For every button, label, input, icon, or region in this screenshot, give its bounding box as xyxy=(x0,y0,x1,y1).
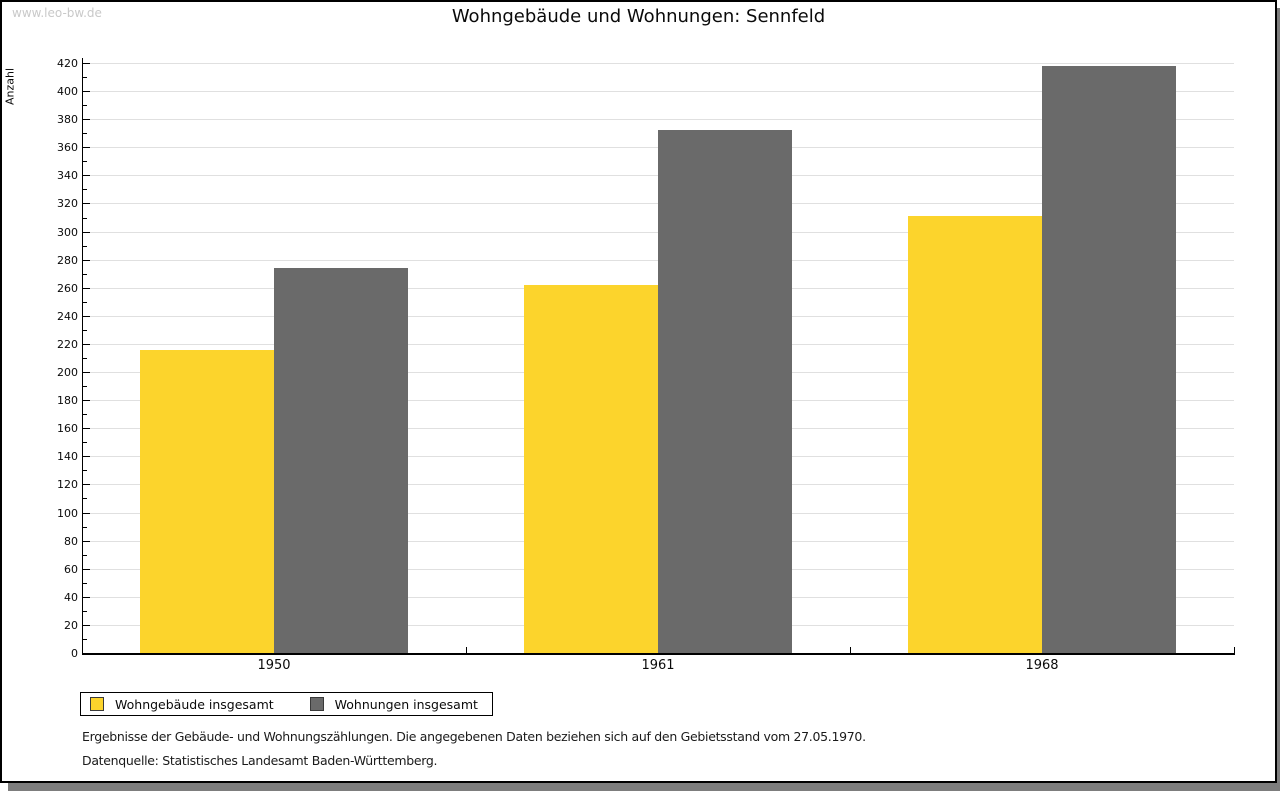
footnote-data-source: Datenquelle: Statistisches Landesamt Bad… xyxy=(82,753,438,768)
y-axis-tick-label: 340 xyxy=(57,169,78,182)
y-axis-major-tick xyxy=(83,119,90,120)
y-axis-tick-label: 40 xyxy=(64,591,78,604)
y-axis-tick-label: 380 xyxy=(57,113,78,126)
y-axis-minor-tick xyxy=(83,77,87,78)
legend-item-wohngebaeude: Wohngebäude insgesamt xyxy=(90,697,274,712)
y-axis-major-tick xyxy=(83,260,90,261)
legend-item-wohnungen: Wohnungen insgesamt xyxy=(309,696,478,712)
y-axis-minor-tick xyxy=(83,133,87,134)
y-axis-tick-label: 160 xyxy=(57,422,78,435)
y-axis-tick-label: 20 xyxy=(64,619,78,632)
y-axis-minor-tick xyxy=(83,583,87,584)
x-axis-boundary-tick xyxy=(850,647,851,654)
y-axis-tick-label: 100 xyxy=(57,507,78,520)
y-axis-major-tick xyxy=(83,63,90,64)
bar-wohnungen-1968 xyxy=(1042,66,1176,653)
y-axis-tick-label: 280 xyxy=(57,254,78,267)
bar-wohnungen-1950 xyxy=(274,268,408,653)
y-axis-major-tick xyxy=(83,203,90,204)
y-axis-line xyxy=(82,58,83,655)
y-axis-major-tick xyxy=(83,597,90,598)
x-axis-category-label: 1968 xyxy=(1025,658,1059,673)
y-axis-minor-tick xyxy=(83,189,87,190)
y-axis-tick-label: 400 xyxy=(57,85,78,98)
y-axis-tick-label: 180 xyxy=(57,394,78,407)
legend-swatch-gray-icon xyxy=(309,697,324,711)
y-axis-tick-label: 360 xyxy=(57,141,78,154)
y-axis-major-tick xyxy=(83,288,90,289)
y-axis-minor-tick xyxy=(83,498,87,499)
y-axis-tick-label: 240 xyxy=(57,310,78,323)
y-axis-major-tick xyxy=(83,175,90,176)
y-axis-minor-tick xyxy=(83,161,87,162)
x-axis-end-tick xyxy=(1234,647,1235,654)
y-axis-minor-tick xyxy=(83,358,87,359)
y-axis-major-tick xyxy=(83,232,90,233)
x-axis-boundary-tick xyxy=(466,647,467,654)
y-axis-minor-tick xyxy=(83,302,87,303)
y-axis-minor-tick xyxy=(83,246,87,247)
gridline xyxy=(83,91,1234,92)
x-axis-line xyxy=(82,653,1235,655)
y-axis-minor-tick xyxy=(83,470,87,471)
bar-wohngebaeude-1968 xyxy=(908,216,1042,653)
y-axis-tick-label: 0 xyxy=(71,647,78,660)
y-axis-minor-tick xyxy=(83,639,87,640)
bar-wohngebaeude-1961 xyxy=(524,285,658,653)
y-axis-tick-label: 260 xyxy=(57,282,78,295)
x-axis-category-label: 1950 xyxy=(257,658,291,673)
y-axis-major-tick xyxy=(83,569,90,570)
y-axis-major-tick xyxy=(83,625,90,626)
y-axis-tick-label: 80 xyxy=(64,535,78,548)
y-axis-minor-tick xyxy=(83,105,87,106)
y-axis-major-tick xyxy=(83,541,90,542)
y-axis-tick-label: 60 xyxy=(64,563,78,576)
y-axis-tick-label: 200 xyxy=(57,366,78,379)
y-axis-major-tick xyxy=(83,344,90,345)
y-axis-minor-tick xyxy=(83,218,87,219)
chart-title: Wohngebäude und Wohnungen: Sennfeld xyxy=(451,6,826,27)
y-axis-major-tick xyxy=(83,400,90,401)
y-axis-minor-tick xyxy=(83,555,87,556)
bar-wohngebaeude-1950 xyxy=(140,350,274,653)
legend-swatch-yellow-icon xyxy=(90,697,104,711)
y-axis-minor-tick xyxy=(83,442,87,443)
legend-label: Wohnungen insgesamt xyxy=(334,696,478,712)
y-axis-major-tick xyxy=(83,91,90,92)
gridline xyxy=(83,63,1234,64)
y-axis-major-tick xyxy=(83,456,90,457)
y-axis-major-tick xyxy=(83,484,90,485)
y-axis-tick-label: 140 xyxy=(57,450,78,463)
x-axis-category-label: 1961 xyxy=(641,658,675,673)
y-axis-minor-tick xyxy=(83,330,87,331)
y-axis-minor-tick xyxy=(83,414,87,415)
y-axis-tick-label: 420 xyxy=(57,57,78,70)
y-axis-title: Anzahl xyxy=(3,67,17,106)
y-axis-major-tick xyxy=(83,147,90,148)
y-axis-major-tick xyxy=(83,372,90,373)
bar-wohnungen-1961 xyxy=(658,130,792,653)
legend-label: Wohngebäude insgesamt xyxy=(115,696,274,712)
watermark: www.leo-bw.de xyxy=(12,6,102,20)
footnote-source-note: Ergebnisse der Gebäude- und Wohnungszähl… xyxy=(82,729,866,744)
y-axis-tick-label: 120 xyxy=(57,478,78,491)
y-axis-tick-label: 320 xyxy=(57,197,78,210)
y-axis-major-tick xyxy=(83,428,90,429)
y-axis-tick-label: 220 xyxy=(57,338,78,351)
y-axis-major-tick xyxy=(83,316,90,317)
gridline xyxy=(83,119,1234,120)
y-axis-minor-tick xyxy=(83,527,87,528)
legend: Wohngebäude insgesamt Wohnungen insgesam… xyxy=(80,692,493,716)
y-axis-major-tick xyxy=(83,513,90,514)
y-axis-minor-tick xyxy=(83,274,87,275)
y-axis-minor-tick xyxy=(83,611,87,612)
y-axis-tick-label: 300 xyxy=(57,226,78,239)
y-axis-minor-tick xyxy=(83,386,87,387)
